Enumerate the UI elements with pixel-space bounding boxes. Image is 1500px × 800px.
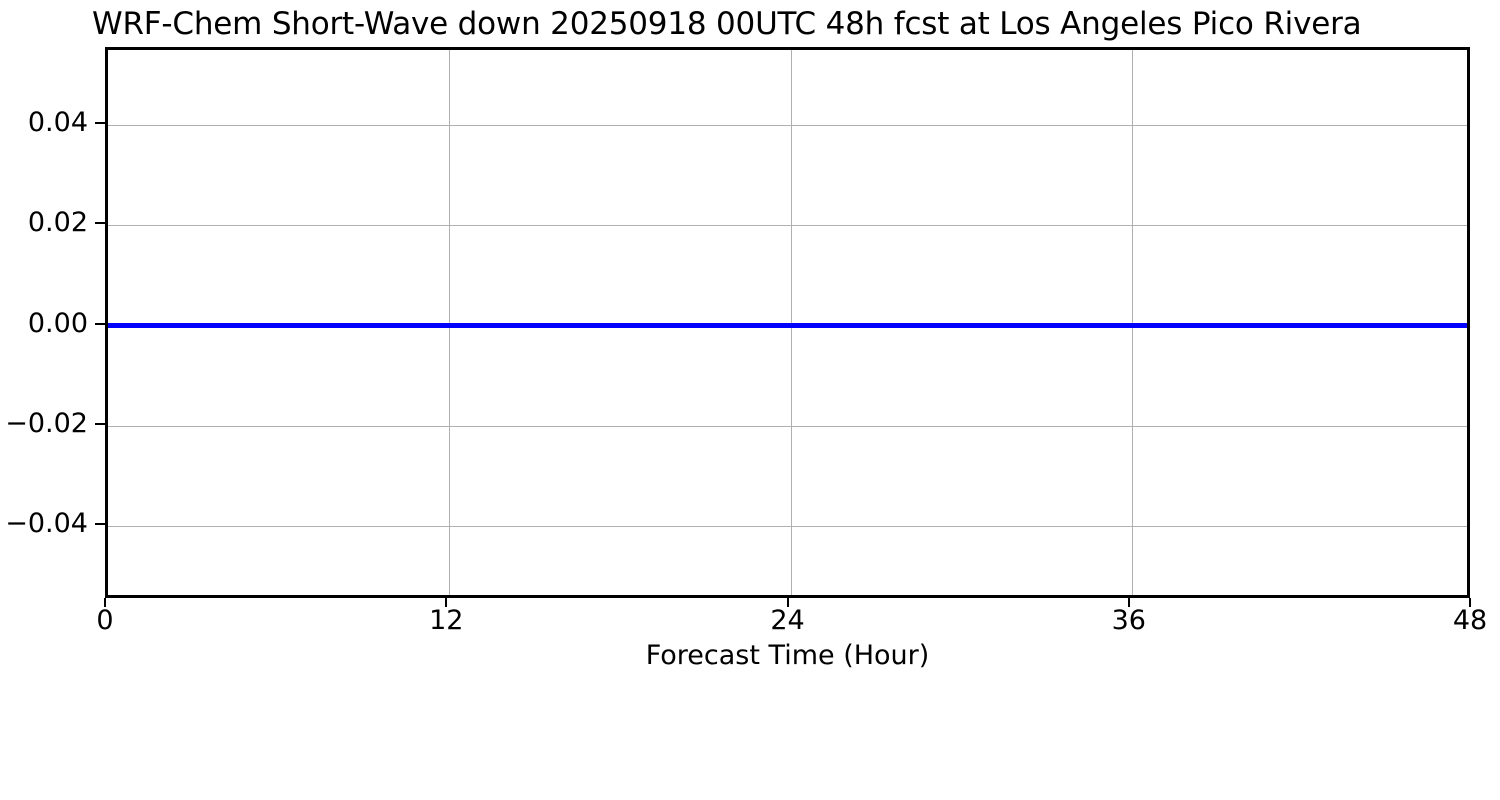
y-tick-mark [95, 122, 105, 125]
data-series-layer [108, 50, 1467, 595]
gridline-horizontal [108, 426, 1467, 427]
x-axis-label: Forecast Time (Hour) [645, 640, 930, 671]
x-tick-mark [1127, 598, 1130, 607]
x-tick-mark [1469, 598, 1471, 607]
y-tick-label: 0.04 [27, 107, 88, 139]
y-tick-mark [95, 222, 105, 225]
y-tick-label: −0.02 [5, 407, 88, 439]
gridline-horizontal [108, 125, 1467, 126]
x-tick-mark [104, 598, 106, 607]
gridline-horizontal [108, 526, 1467, 527]
x-tick-label: 0 [96, 605, 114, 636]
x-tick-label: 36 [1111, 605, 1146, 636]
series-svg [108, 323, 1467, 328]
x-tick-mark [445, 598, 448, 607]
x-tick-label: 48 [1452, 605, 1488, 636]
y-tick-label: 0.00 [27, 307, 88, 339]
x-tick-label: 24 [770, 605, 805, 636]
gridline-vertical [1132, 50, 1133, 595]
y-tick-label: 0.02 [27, 207, 88, 239]
y-tick-mark [95, 522, 105, 525]
chart-title: WRF-Chem Short-Wave down 20250918 00UTC … [92, 6, 1362, 42]
y-tick-mark [95, 322, 105, 325]
gridline-horizontal [108, 225, 1467, 226]
gridline-vertical [791, 50, 792, 595]
x-tick-label: 12 [429, 605, 464, 636]
gridline-vertical [449, 50, 450, 595]
y-tick-label: −0.04 [5, 507, 88, 539]
plot-area [105, 47, 1470, 598]
y-tick-mark [95, 422, 105, 425]
x-tick-mark [786, 598, 789, 607]
